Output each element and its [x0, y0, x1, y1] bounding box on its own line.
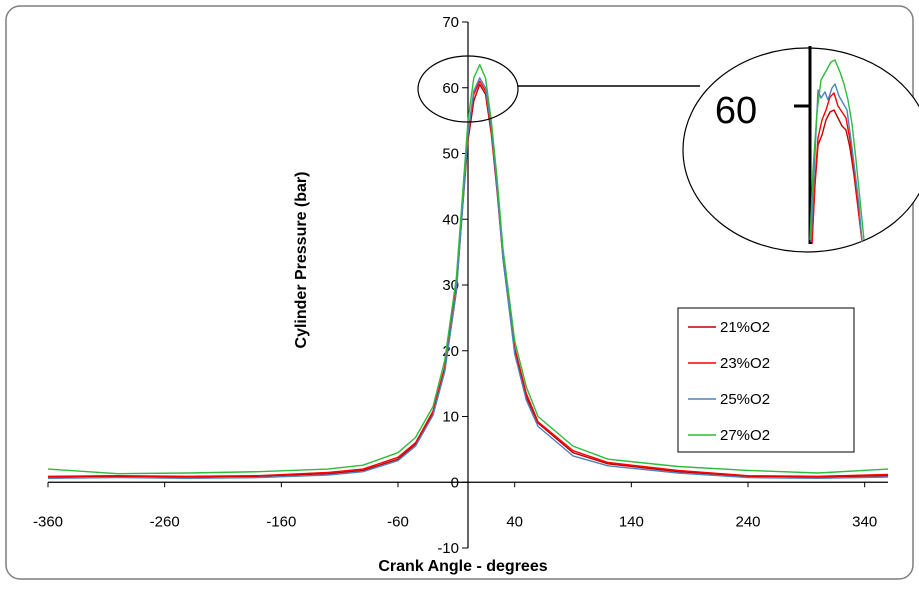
inset-series-line [811, 109, 863, 245]
legend-label: 25%O2 [720, 391, 770, 408]
inset-circle [682, 47, 919, 253]
x-tick-label: -260 [150, 513, 180, 530]
y-tick-label: 40 [442, 211, 459, 228]
series-line [47, 80, 889, 477]
x-tick-label: 240 [735, 513, 760, 530]
legend-layer: 21%O2 23%O2 25%O2 27%O2 [677, 307, 855, 453]
x-tick-label: 40 [506, 513, 523, 530]
x-tick-label: 140 [619, 513, 644, 530]
axes-layer: -360 -260 -160 -60 40 140 240 340-1001020304050… [33, 14, 888, 557]
inset-series-line [811, 92, 863, 243]
legend-label: 21%O2 [720, 319, 770, 336]
callout-layer [417, 55, 700, 123]
x-axis-title: Crank Angle - degrees [378, 558, 547, 575]
inset-series-line [809, 59, 865, 241]
legend-label: 27%O2 [720, 427, 770, 444]
y-tick-label: 70 [442, 14, 459, 31]
series-line [47, 63, 889, 475]
legend-label: 23%O2 [720, 355, 770, 372]
series-layer [47, 63, 889, 479]
series-line [47, 77, 889, 479]
y-axis-title: Cylinder Pressure (bar) [293, 172, 310, 349]
series-line [47, 83, 889, 478]
y-tick-label: 50 [442, 146, 459, 163]
peak-callout-ellipse [417, 55, 519, 123]
x-tick-label: -60 [387, 513, 409, 530]
inset-layer: 60 [682, 46, 919, 253]
y-tick-label: -10 [437, 540, 459, 557]
inset-tick-label: 60 [715, 90, 757, 132]
y-tick-label: 0 [451, 474, 459, 491]
y-tick-label: 60 [442, 80, 459, 97]
x-tick-label: -360 [33, 513, 63, 530]
x-tick-label: -160 [266, 513, 296, 530]
x-tick-label: 340 [852, 513, 877, 530]
legend-box [677, 307, 855, 453]
y-tick-label: 10 [442, 409, 459, 426]
